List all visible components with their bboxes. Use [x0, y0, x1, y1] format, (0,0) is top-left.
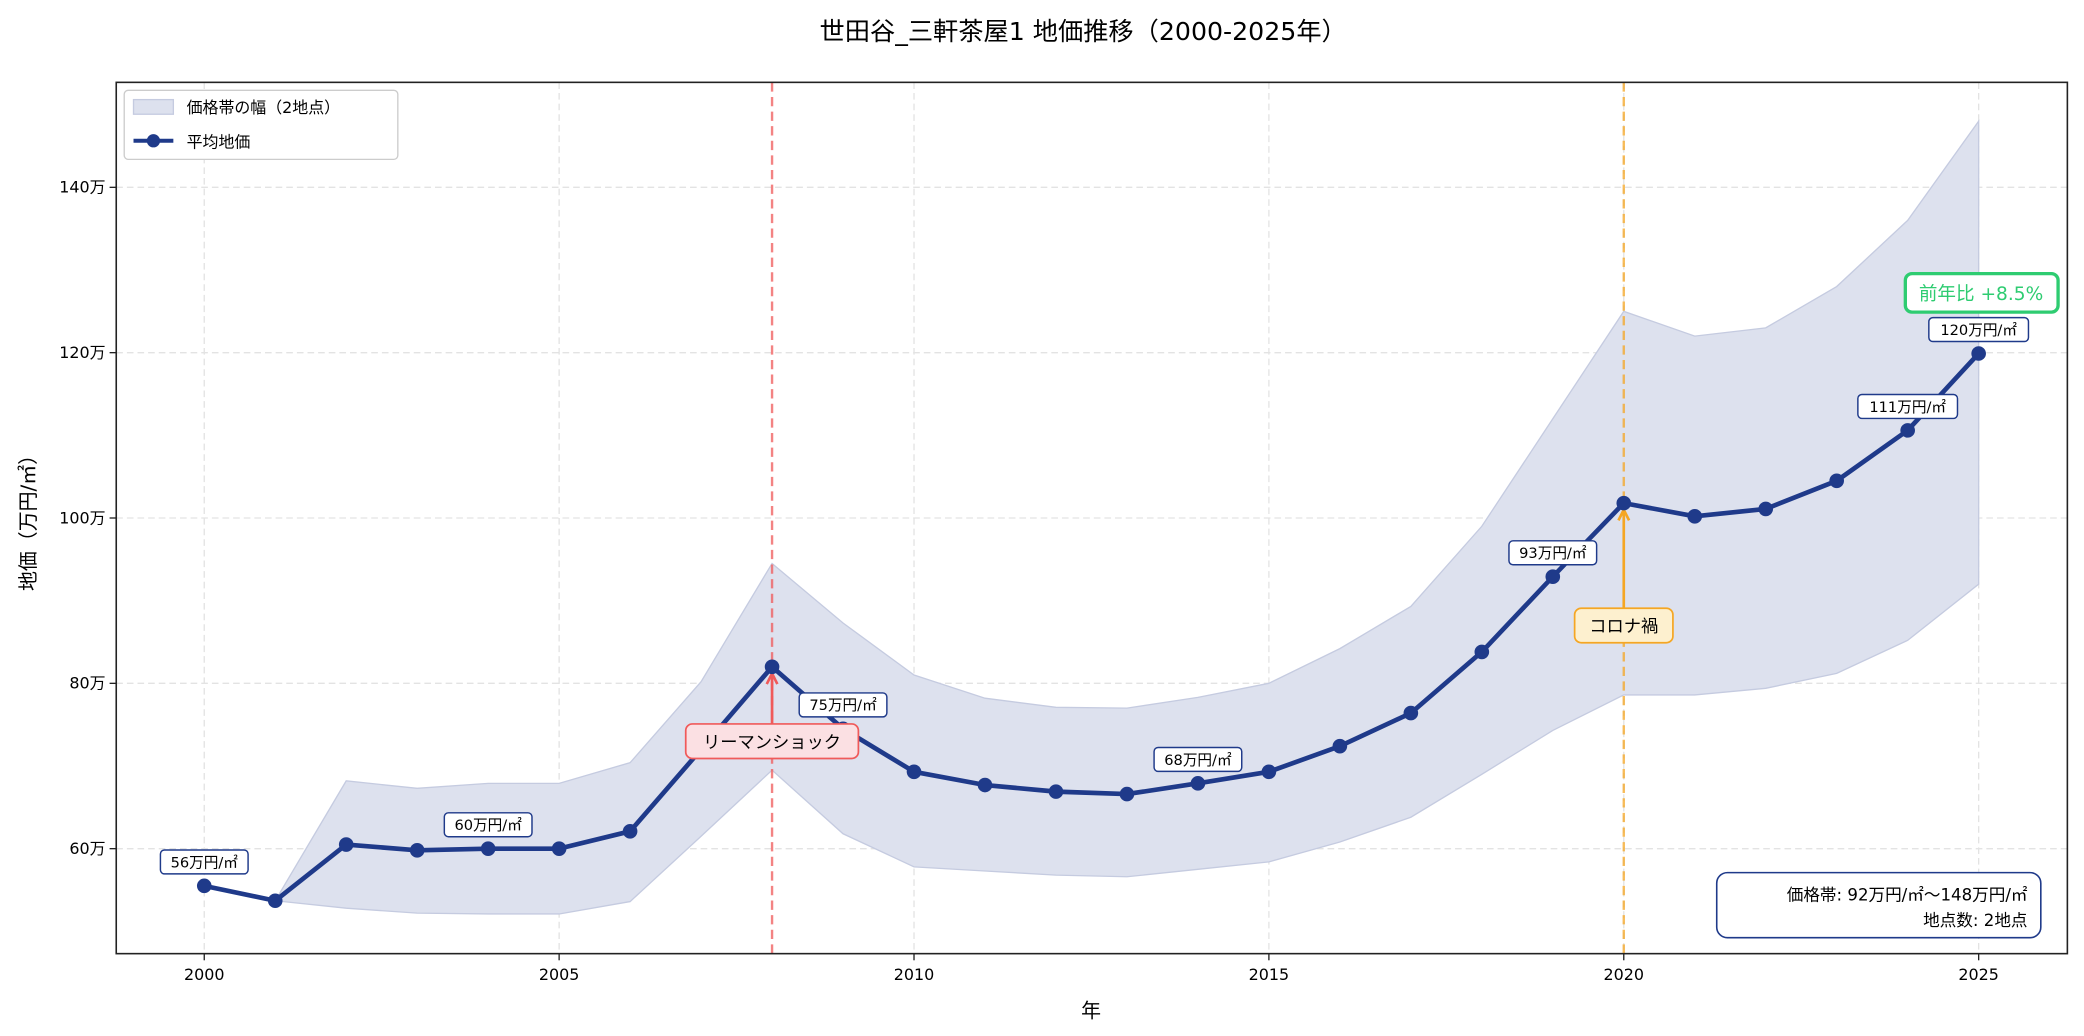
x-tick-label: 2010	[894, 965, 935, 984]
svg-text:前年比 +8.5%: 前年比 +8.5%	[1919, 284, 2043, 305]
data-point	[338, 837, 354, 852]
x-axis-label: 年	[1081, 999, 1101, 1022]
data-point	[1900, 423, 1915, 438]
data-point	[1190, 776, 1206, 791]
y-tick-label: 100万	[59, 508, 105, 527]
data-point	[196, 878, 212, 894]
chart-title: 世田谷_三軒茶屋1 地価推移（2000-2025年）	[820, 17, 1347, 46]
svg-text:価格帯: 92万円/㎡〜148万円/㎡: 価格帯: 92万円/㎡〜148万円/㎡	[1787, 886, 2028, 905]
svg-text:60万円/㎡: 60万円/㎡	[454, 817, 522, 834]
x-tick-label: 2020	[1604, 965, 1645, 984]
point-value-label: 111万円/㎡	[1857, 393, 1959, 420]
event-label: コロナ禍	[1573, 607, 1674, 644]
x-tick-label: 2000	[184, 965, 225, 984]
legend-line-marker	[146, 134, 161, 148]
svg-text:120万円/㎡: 120万円/㎡	[1940, 322, 2017, 339]
data-point	[1829, 473, 1845, 489]
data-point	[1545, 569, 1561, 584]
y-tick-label: 140万	[59, 178, 105, 197]
data-point	[906, 764, 922, 780]
data-point	[1261, 764, 1277, 780]
point-value-label: 60万円/㎡	[443, 812, 533, 838]
y-tick-label: 60万	[69, 839, 105, 858]
point-value-label: 68万円/㎡	[1153, 746, 1243, 773]
event-label: リーマンショック	[684, 723, 860, 760]
y-axis-label: 地価（万円/㎡）	[16, 445, 40, 591]
data-point	[267, 893, 283, 909]
x-tick-label: 2025	[1958, 965, 1999, 984]
svg-text:68万円/㎡: 68万円/㎡	[1164, 752, 1232, 769]
svg-text:93万円/㎡: 93万円/㎡	[1519, 545, 1587, 562]
average-line	[203, 351, 1981, 904]
data-point	[1687, 509, 1703, 524]
svg-text:コロナ禍: コロナ禍	[1589, 617, 1658, 637]
data-point	[1048, 784, 1064, 799]
data-point	[764, 659, 780, 675]
x-tick-label: 2005	[539, 965, 580, 984]
series-average	[196, 346, 1986, 909]
data-point	[1332, 738, 1348, 754]
point-value-label: 93万円/㎡	[1508, 540, 1598, 566]
data-point	[1616, 495, 1632, 511]
data-point	[1119, 786, 1135, 802]
legend-line-label: 平均地価	[187, 132, 251, 151]
data-point	[1474, 644, 1490, 660]
legend-band-swatch	[132, 98, 175, 115]
point-value-label: 56万円/㎡	[159, 849, 249, 875]
y-tick-label: 120万	[59, 343, 105, 362]
yoy-badge: 前年比 +8.5%	[1903, 271, 2060, 314]
legend-band-label: 価格帯の幅（2地点）	[187, 98, 340, 117]
info-box: 価格帯: 92万円/㎡〜148万円/㎡ 地点数: 2地点	[1715, 871, 2042, 939]
data-point	[622, 824, 638, 839]
svg-text:リーマンショック: リーマンショック	[703, 733, 841, 753]
data-point	[1758, 501, 1774, 517]
data-point	[1971, 346, 1986, 361]
data-point	[977, 777, 993, 793]
svg-text:地点数: 2地点: 地点数: 2地点	[1923, 911, 2027, 930]
axis-ticks: 2000 2005 2010 2015 2020 2025 60万 80万 100万 120万 14…	[59, 178, 1999, 985]
point-value-label: 120万円/㎡	[1928, 316, 2030, 343]
point-labels: リーマンショック コロナ禍 56万円/㎡ 60万円/㎡ 75万円/㎡ 68万円/㎡ 93万円…	[159, 316, 2030, 875]
data-point	[409, 843, 425, 858]
y-tick-label: 80万	[69, 674, 105, 693]
data-point	[1403, 705, 1419, 721]
x-tick-label: 2015	[1249, 965, 1290, 984]
data-point	[480, 841, 496, 856]
svg-text:111万円/㎡: 111万円/㎡	[1869, 399, 1946, 416]
svg-text:75万円/㎡: 75万円/㎡	[809, 697, 877, 714]
legend: 価格帯の幅（2地点） 平均地価	[123, 89, 399, 161]
point-value-label: 75万円/㎡	[798, 692, 888, 718]
svg-text:56万円/㎡: 56万円/㎡	[171, 854, 239, 871]
data-point	[551, 841, 567, 856]
